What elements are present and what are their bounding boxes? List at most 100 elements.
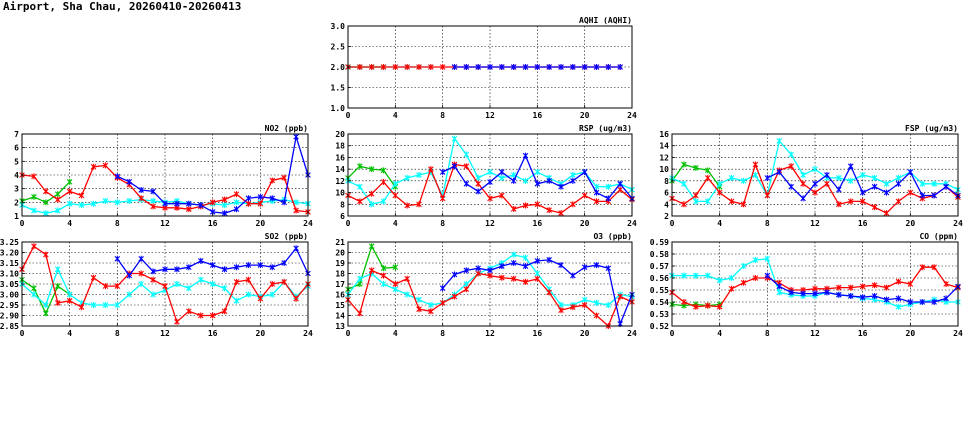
data-point bbox=[728, 275, 735, 281]
data-point bbox=[78, 192, 85, 199]
data-point bbox=[617, 64, 623, 70]
data-point bbox=[704, 198, 711, 205]
data-point bbox=[812, 189, 818, 196]
y-tick-label: 7 bbox=[14, 130, 19, 139]
data-point bbox=[836, 291, 842, 298]
x-tick-label: 16 bbox=[533, 111, 543, 120]
data-point bbox=[681, 299, 687, 305]
y-tick-label: 18 bbox=[335, 142, 345, 151]
data-point bbox=[499, 192, 505, 199]
y-tick-label: 6 bbox=[340, 212, 345, 221]
data-point bbox=[451, 163, 458, 170]
data-point bbox=[558, 64, 564, 70]
data-point bbox=[475, 64, 481, 70]
data-point bbox=[392, 281, 399, 287]
data-point bbox=[428, 308, 434, 315]
data-point bbox=[102, 197, 109, 204]
data-point bbox=[895, 295, 902, 302]
data-point bbox=[451, 135, 458, 142]
x-tick-label: 0 bbox=[20, 329, 25, 338]
x-tick-label: 0 bbox=[20, 219, 25, 228]
data-point bbox=[257, 262, 264, 269]
data-point bbox=[907, 169, 914, 176]
data-point bbox=[487, 179, 493, 186]
data-point bbox=[43, 188, 49, 195]
data-point bbox=[704, 167, 711, 174]
data-point bbox=[570, 272, 576, 279]
data-point bbox=[475, 180, 481, 187]
data-point bbox=[357, 281, 363, 287]
data-point bbox=[380, 281, 387, 287]
data-point bbox=[546, 256, 552, 263]
data-point bbox=[752, 161, 759, 168]
x-tick-label: 8 bbox=[765, 329, 770, 338]
data-point bbox=[883, 189, 890, 196]
data-point bbox=[186, 206, 192, 213]
data-point bbox=[293, 245, 299, 252]
data-point bbox=[859, 172, 866, 178]
data-point bbox=[221, 266, 228, 273]
data-point bbox=[593, 299, 600, 306]
data-point bbox=[764, 192, 771, 199]
y-tick-label: 2.85 bbox=[0, 322, 19, 331]
data-point bbox=[428, 166, 434, 173]
data-point bbox=[114, 199, 121, 206]
data-point bbox=[138, 270, 144, 277]
y-tick-label: 0.54 bbox=[650, 298, 669, 307]
data-point bbox=[138, 255, 144, 262]
data-point bbox=[919, 180, 926, 187]
y-tick-label: 8 bbox=[340, 200, 345, 209]
data-point bbox=[209, 312, 216, 319]
data-point bbox=[416, 306, 422, 313]
data-point bbox=[150, 188, 156, 195]
y-tick-label: 1 bbox=[14, 212, 19, 221]
data-point bbox=[510, 260, 517, 266]
data-point bbox=[54, 207, 61, 214]
data-point bbox=[605, 265, 612, 272]
data-point bbox=[245, 276, 252, 283]
data-point bbox=[728, 285, 735, 292]
data-point bbox=[221, 202, 228, 209]
data-point bbox=[463, 163, 470, 170]
x-tick-label: 24 bbox=[953, 219, 963, 228]
data-point bbox=[931, 264, 937, 271]
data-point bbox=[558, 210, 564, 217]
data-point bbox=[368, 166, 375, 173]
chart-title: O3 (ppb) bbox=[593, 232, 632, 241]
x-tick-label: 16 bbox=[858, 329, 868, 338]
data-point bbox=[221, 210, 228, 217]
data-point bbox=[605, 195, 612, 202]
y-tick-label: 3.20 bbox=[0, 249, 19, 258]
data-point bbox=[475, 174, 481, 181]
x-tick-label: 0 bbox=[346, 111, 351, 120]
data-point bbox=[392, 264, 399, 271]
x-tick-label: 20 bbox=[580, 219, 590, 228]
y-tick-label: 0.59 bbox=[650, 238, 669, 247]
y-tick-label: 16 bbox=[659, 130, 669, 139]
data-point bbox=[546, 64, 552, 70]
data-point bbox=[836, 174, 842, 181]
data-point bbox=[693, 198, 699, 205]
data-point bbox=[174, 318, 180, 325]
data-point bbox=[871, 174, 878, 181]
data-point bbox=[368, 267, 375, 274]
data-point bbox=[593, 64, 600, 70]
data-point bbox=[428, 64, 434, 70]
x-tick-label: 4 bbox=[67, 219, 72, 228]
data-point bbox=[293, 207, 299, 214]
y-tick-label: 5 bbox=[14, 157, 19, 166]
data-point bbox=[54, 283, 61, 290]
data-point bbox=[716, 277, 723, 284]
x-tick-label: 16 bbox=[858, 219, 868, 228]
data-point bbox=[788, 289, 794, 296]
y-tick-label: 2.5 bbox=[331, 43, 346, 52]
y-tick-label: 3.15 bbox=[0, 259, 19, 268]
data-point bbox=[499, 274, 505, 281]
data-point bbox=[740, 201, 747, 208]
data-point bbox=[534, 270, 541, 277]
data-point bbox=[233, 206, 240, 213]
y-tick-label: 0.53 bbox=[650, 310, 669, 319]
data-point bbox=[605, 302, 612, 308]
y-tick-label: 20 bbox=[335, 249, 345, 258]
